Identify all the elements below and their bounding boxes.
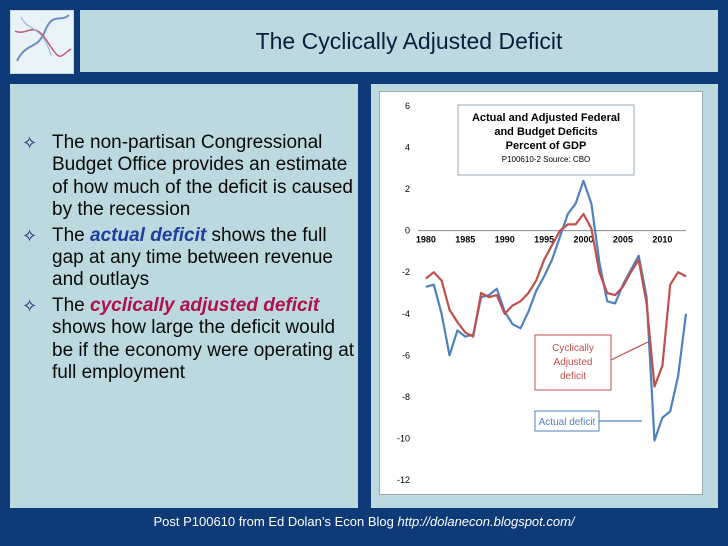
actual-annotation: Actual deficit [534,410,642,432]
adjusted-deficit-line [425,212,687,388]
logo [10,10,74,74]
x-tick-label: 2010 [652,235,672,245]
deficit-chart: 6 4 2 0 -2 -4 -6 -8 -10 -12 1980 1985 1990 1995 2000 2… [397,101,688,485]
diamond-bullet-icon: ✧ [22,225,38,246]
diamond-bullet-icon: ✧ [22,295,38,316]
y-tick-label: 2 [405,184,410,194]
footer-credit: Post P100610 from Ed Dolan’s Econ Blog [153,514,398,529]
annotation-line: deficit [560,371,586,382]
y-tick-label: -6 [402,350,410,360]
bullet-item: ✧ The non-partisan Congressional Budget … [22,132,356,222]
x-tick-label: 2005 [613,235,633,245]
bullet-text: shows how large the deficit would be if … [52,317,355,384]
annotation-line: Cyclically [552,343,594,354]
y-tick-label: 0 [405,226,410,236]
y-tick-label: -2 [402,267,410,277]
adjusted-annotation-pointer [610,341,649,361]
bullet-emphasis: cyclically adjusted deficit [90,294,320,316]
annotation-line: Adjusted [554,357,593,368]
title-bar: The Cyclically Adjusted Deficit [80,10,718,72]
y-tick-label: 6 [405,101,410,111]
bullet-list: ✧ The non-partisan Congressional Budget … [22,132,356,387]
chart-subtitle: P100610-2 Source: CBO [502,155,591,164]
adjusted-annotation-frame [534,334,612,391]
chart-title-frame [457,104,635,176]
chart-panel: 6 4 2 0 -2 -4 -6 -8 -10 -12 1980 1985 1990 1995 2000 2… [371,84,718,508]
y-tick-label: -4 [402,309,410,319]
chart-title-line: and Budget Deficits [494,126,597,138]
x-tick-label: 1980 [416,235,436,245]
chart-title-line: Actual and Adjusted Federal [472,112,620,124]
blog-link[interactable]: http://dolanecon.blogspot.com/ [397,514,575,529]
chart-title-line: Percent of GDP [506,140,587,152]
x-axis-ticks: 1980 1985 1990 1995 2000 2005 2010 [416,235,673,245]
bullet-text: shows the full gap at any time between r… [52,224,333,291]
y-tick-label: -10 [397,433,410,443]
y-tick-label: 4 [405,143,410,153]
footer: Post P100610 from Ed Dolan’s Econ Blog h… [0,514,728,529]
bullet-emphasis: actual deficit [90,224,207,246]
logo-graphic [14,14,72,62]
y-axis-ticks: 6 4 2 0 -2 -4 -6 -8 -10 -12 [397,101,410,485]
bullet-text: The [52,294,91,316]
y-tick-label: -12 [397,475,410,485]
chart-card: 6 4 2 0 -2 -4 -6 -8 -10 -12 1980 1985 1990 1995 2000 2… [379,91,703,495]
annotation-line: Actual deficit [539,417,596,428]
bullet-text: The non-partisan Congressional Budget Of… [52,132,353,221]
series-lines [425,179,688,442]
y-tick-label: -8 [402,392,410,402]
bullet-text: The [52,224,91,246]
diamond-bullet-icon: ✧ [22,133,38,153]
x-tick-label: 1985 [455,235,475,245]
x-tick-label: 1990 [495,235,515,245]
slide-title: The Cyclically Adjusted Deficit [255,27,563,54]
chart-title-box: Actual and Adjusted Federal and Budget D… [457,104,635,176]
bullet-item: ✧ The cyclically adjusted deficit shows … [22,295,356,385]
adjusted-annotation: Cyclically Adjusted deficit [534,334,649,391]
bullet-item: ✧ The actual deficit shows the full gap … [22,225,356,292]
x-tick-label: 2000 [574,235,594,245]
x-tick-label: 1995 [534,235,554,245]
bullet-panel: ✧ The non-partisan Congressional Budget … [10,84,358,508]
